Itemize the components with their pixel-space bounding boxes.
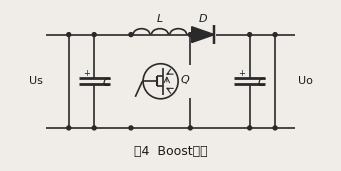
Circle shape [188,126,192,130]
Circle shape [248,33,252,37]
Polygon shape [192,27,214,43]
Circle shape [67,33,71,37]
Circle shape [129,126,133,130]
Text: 图4  Boost电路: 图4 Boost电路 [134,145,207,158]
Text: Us: Us [29,76,43,86]
Circle shape [92,33,96,37]
Circle shape [129,33,133,37]
Text: Uo: Uo [298,76,313,86]
Circle shape [92,126,96,130]
Circle shape [67,126,71,130]
Text: D: D [199,14,207,24]
Circle shape [273,33,277,37]
Circle shape [188,33,192,37]
Text: +: + [238,69,245,78]
Circle shape [248,126,252,130]
Text: C: C [257,78,265,88]
Text: L: L [157,14,163,24]
Circle shape [273,126,277,130]
Text: Q: Q [181,75,190,85]
Text: +: + [83,69,90,78]
Text: C: C [102,78,110,88]
